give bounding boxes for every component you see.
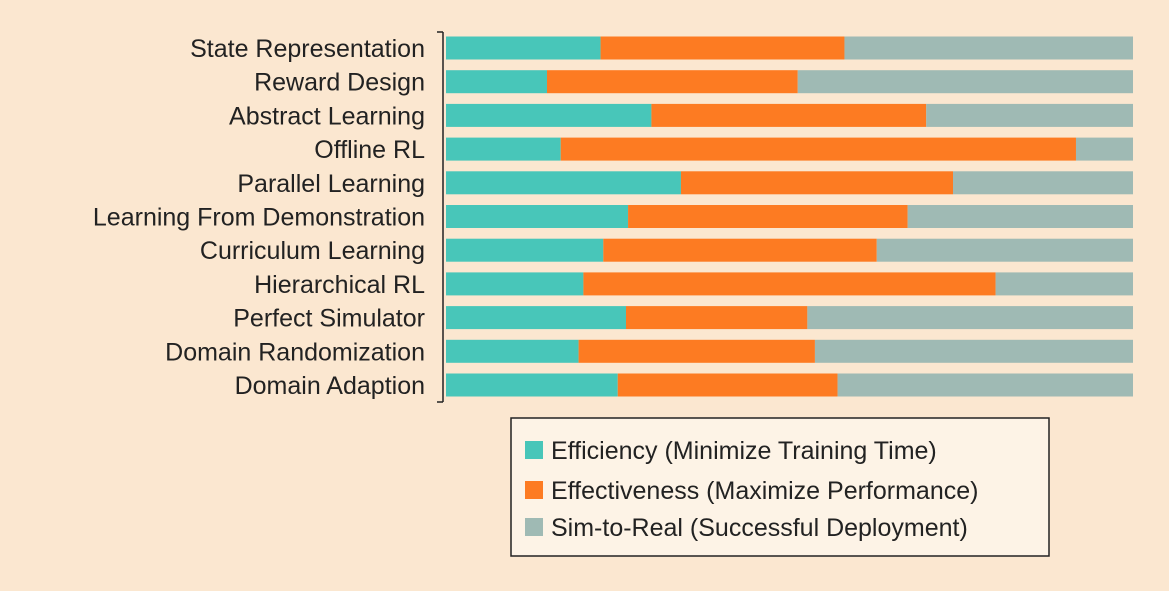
bar-perfect-simulator-efficiency [446, 306, 626, 330]
bar-reward-design-efficiency [446, 70, 547, 94]
category-label-hierarchical-rl: Hierarchical RL [254, 271, 425, 299]
category-label-perfect-simulator: Perfect Simulator [233, 305, 425, 333]
bar-offline-rl-efficiency [446, 137, 561, 161]
legend-label-effectiveness: Effectiveness (Maximize Performance) [551, 477, 978, 505]
category-label-domain-adaption: Domain Adaption [235, 372, 425, 400]
legend-swatch-effectiveness [525, 481, 543, 499]
legend-swatch-sim-to-real [525, 518, 543, 536]
bar-hierarchical-rl-efficiency [446, 272, 584, 296]
bar-learning-from-demonstration-sim-to-real [907, 205, 1133, 228]
bar-curriculum-learning-sim-to-real [876, 238, 1133, 262]
category-label-reward-design: Reward Design [254, 69, 425, 97]
category-label-curriculum-learning: Curriculum Learning [200, 237, 425, 265]
bar-state-representation-efficiency [446, 36, 601, 60]
bar-state-representation-effectiveness [600, 36, 845, 60]
legend-box [510, 417, 1050, 557]
bar-state-representation-sim-to-real [844, 36, 1133, 60]
legend: Efficiency (Minimize Training Time) Effe… [510, 417, 1050, 557]
bar-offline-rl-sim-to-real [1075, 137, 1133, 161]
category-label-state-representation: State Representation [190, 35, 425, 63]
bar-abstract-learning-effectiveness [651, 103, 927, 127]
bar-reward-design-effectiveness [546, 70, 798, 94]
legend-swatch-efficiency [525, 441, 543, 459]
bar-learning-from-demonstration-efficiency [446, 205, 629, 228]
bar-curriculum-learning-efficiency [446, 238, 604, 262]
bar-learning-from-demonstration-effectiveness [628, 205, 908, 228]
legend-label-efficiency: Efficiency (Minimize Training Time) [551, 437, 937, 465]
bar-domain-adaption-efficiency [446, 373, 618, 397]
bar-perfect-simulator-sim-to-real [807, 306, 1133, 330]
legend-label-sim-to-real: Sim-to-Real (Successful Deployment) [551, 514, 968, 542]
bar-offline-rl-effectiveness [560, 137, 1076, 161]
bar-hierarchical-rl-effectiveness [583, 272, 996, 296]
bar-domain-randomization-efficiency [446, 339, 579, 363]
bar-domain-randomization-effectiveness [578, 339, 815, 363]
bar-abstract-learning-sim-to-real [926, 103, 1133, 127]
category-label-parallel-learning: Parallel Learning [237, 170, 425, 198]
bar-reward-design-sim-to-real [797, 70, 1133, 94]
category-label-domain-randomization: Domain Randomization [165, 338, 425, 366]
bar-domain-adaption-effectiveness [617, 373, 838, 397]
bar-hierarchical-rl-sim-to-real [995, 272, 1133, 296]
category-label-offline-rl: Offline RL [314, 136, 425, 164]
bar-perfect-simulator-effectiveness [625, 306, 808, 330]
bar-parallel-learning-efficiency [446, 171, 681, 195]
bar-domain-randomization-sim-to-real [814, 339, 1133, 363]
bar-parallel-learning-effectiveness [680, 171, 953, 195]
bar-domain-adaption-sim-to-real [837, 373, 1133, 397]
bar-curriculum-learning-effectiveness [603, 238, 877, 262]
category-labels: State Representation Reward Design Abstrac… [93, 35, 425, 400]
bar-abstract-learning-efficiency [446, 103, 652, 127]
bar-parallel-learning-sim-to-real [953, 171, 1133, 195]
y-axis [437, 31, 444, 403]
bars [446, 36, 1133, 397]
category-label-abstract-learning: Abstract Learning [229, 102, 425, 130]
category-label-learning-from-demonstration: Learning From Demonstration [93, 204, 425, 232]
